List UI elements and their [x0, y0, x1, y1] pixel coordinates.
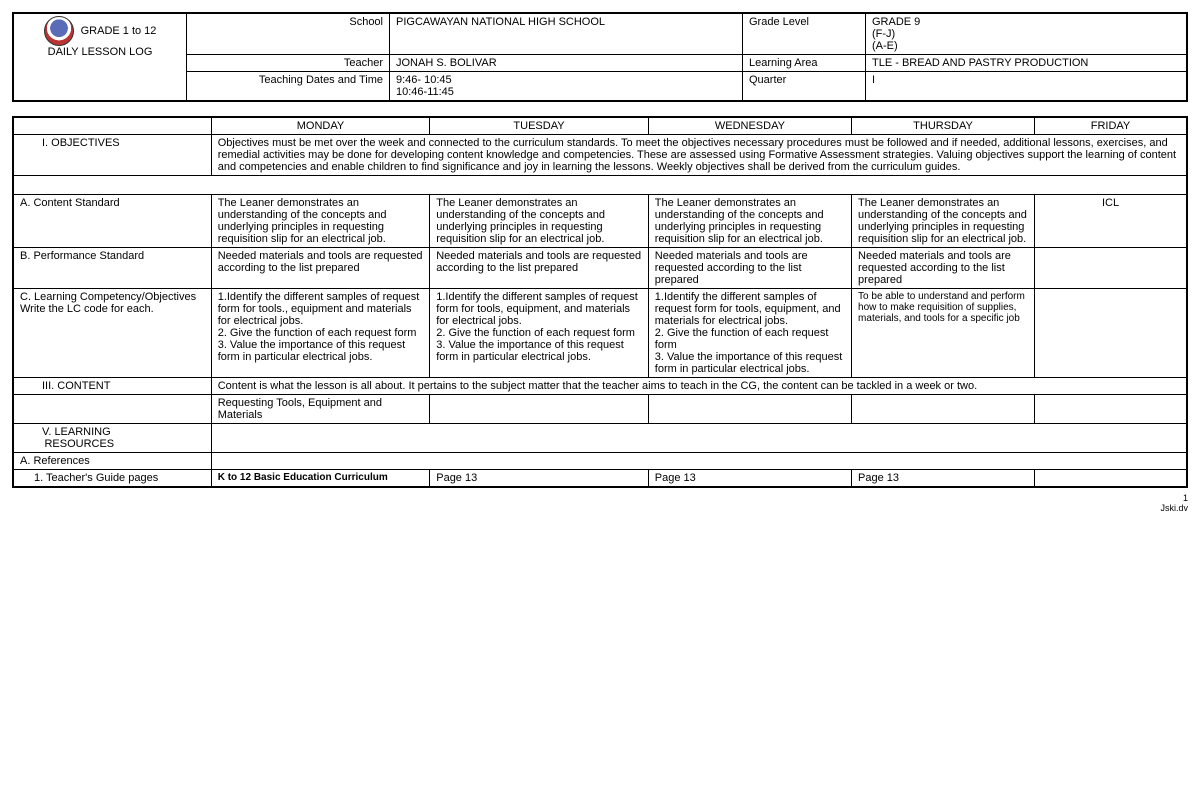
- school-logo-icon: [44, 16, 74, 46]
- tg-label: 1. Teacher's Guide pages: [13, 470, 211, 488]
- content-label: III. CONTENT: [13, 378, 211, 395]
- day-thu: THURSDAY: [852, 117, 1035, 135]
- footer-signature: Jski.dv: [1160, 503, 1188, 513]
- competency-label: C. Learning Competency/Objectives Write …: [13, 289, 211, 378]
- references-label: A. References: [13, 453, 211, 470]
- label-learning-area: Learning Area: [743, 55, 866, 72]
- teachers-guide-row: 1. Teacher's Guide pages K to 12 Basic E…: [13, 470, 1187, 488]
- objectives-text: Objectives must be met over the week and…: [211, 135, 1187, 176]
- comp-thu: To be able to understand and perform how…: [852, 289, 1035, 378]
- content-text: Content is what the lesson is all about.…: [211, 378, 1187, 395]
- label-dates-time: Teaching Dates and Time: [187, 72, 390, 102]
- perf-wed: Needed materials and tools are requested…: [648, 248, 851, 289]
- tg-wed: Page 13: [648, 470, 851, 488]
- day-mon: MONDAY: [211, 117, 430, 135]
- resources-row: V. LEARNING RESOURCES: [13, 424, 1187, 453]
- performance-standard-label: B. Performance Standard: [13, 248, 211, 289]
- content-sub-row: Requesting Tools, Equipment and Material…: [13, 395, 1187, 424]
- header-table: GRADE 1 to 12 DAILY LESSON LOG School PI…: [12, 12, 1188, 102]
- spacer-row: [13, 176, 1187, 195]
- day-header-row: MONDAY TUESDAY WEDNESDAY THURSDAY FRIDAY: [13, 117, 1187, 135]
- value-dates-time: 9:46- 10:45 10:46-11:45: [390, 72, 743, 102]
- value-school: PIGCAWAYAN NATIONAL HIGH SCHOOL: [390, 13, 743, 55]
- value-quarter: I: [866, 72, 1188, 102]
- tg-fri: [1035, 470, 1188, 488]
- content-standard-mon: The Leaner demonstrates an understanding…: [211, 195, 430, 248]
- comp-mon: 1.Identify the different samples of requ…: [211, 289, 430, 378]
- content-sub: Requesting Tools, Equipment and Material…: [211, 395, 430, 424]
- day-tue: TUESDAY: [430, 117, 649, 135]
- content-standard-thu: The Leaner demonstrates an understanding…: [852, 195, 1035, 248]
- main-table: MONDAY TUESDAY WEDNESDAY THURSDAY FRIDAY…: [12, 116, 1188, 488]
- perf-thu: Needed materials and tools are requested…: [852, 248, 1035, 289]
- perf-mon: Needed materials and tools are requested…: [211, 248, 430, 289]
- content-standard-label: A. Content Standard: [13, 195, 211, 248]
- content-standard-tue: The Leaner demonstrates an understanding…: [430, 195, 649, 248]
- value-grade-level: GRADE 9 (F-J) (A-E): [866, 13, 1188, 55]
- value-teacher: JONAH S. BOLIVAR: [390, 55, 743, 72]
- value-learning-area: TLE - BREAD AND PASTRY PRODUCTION: [866, 55, 1188, 72]
- day-fri: FRIDAY: [1035, 117, 1188, 135]
- objectives-label: I. OBJECTIVES: [13, 135, 211, 176]
- comp-tue: 1.Identify the different samples of requ…: [430, 289, 649, 378]
- content-row: III. CONTENT Content is what the lesson …: [13, 378, 1187, 395]
- resources-label: V. LEARNING RESOURCES: [13, 424, 211, 453]
- content-standard-row: A. Content Standard The Leaner demonstra…: [13, 195, 1187, 248]
- day-wed: WEDNESDAY: [648, 117, 851, 135]
- label-school: School: [187, 13, 390, 55]
- learning-competency-row: C. Learning Competency/Objectives Write …: [13, 289, 1187, 378]
- tg-tue: Page 13: [430, 470, 649, 488]
- label-quarter: Quarter: [743, 72, 866, 102]
- logo-title-cell: GRADE 1 to 12 DAILY LESSON LOG: [13, 13, 187, 101]
- performance-standard-row: B. Performance Standard Needed materials…: [13, 248, 1187, 289]
- comp-wed: 1.Identify the different samples of requ…: [648, 289, 851, 378]
- label-grade-level: Grade Level: [743, 13, 866, 55]
- perf-fri: [1035, 248, 1188, 289]
- dll-title-1: GRADE 1 to 12: [81, 25, 157, 37]
- perf-tue: Needed materials and tools are requested…: [430, 248, 649, 289]
- comp-fri: [1035, 289, 1188, 378]
- label-teacher: Teacher: [187, 55, 390, 72]
- content-standard-fri: ICL: [1035, 195, 1188, 248]
- page-number: 1: [1183, 493, 1188, 503]
- content-standard-wed: The Leaner demonstrates an understanding…: [648, 195, 851, 248]
- tg-mon: K to 12 Basic Education Curriculum: [211, 470, 430, 488]
- tg-thu: Page 13: [852, 470, 1035, 488]
- page-footer: 1 Jski.dv: [12, 494, 1188, 514]
- dll-title-2: DAILY LESSON LOG: [48, 46, 153, 58]
- objectives-row: I. OBJECTIVES Objectives must be met ove…: [13, 135, 1187, 176]
- references-row: A. References: [13, 453, 1187, 470]
